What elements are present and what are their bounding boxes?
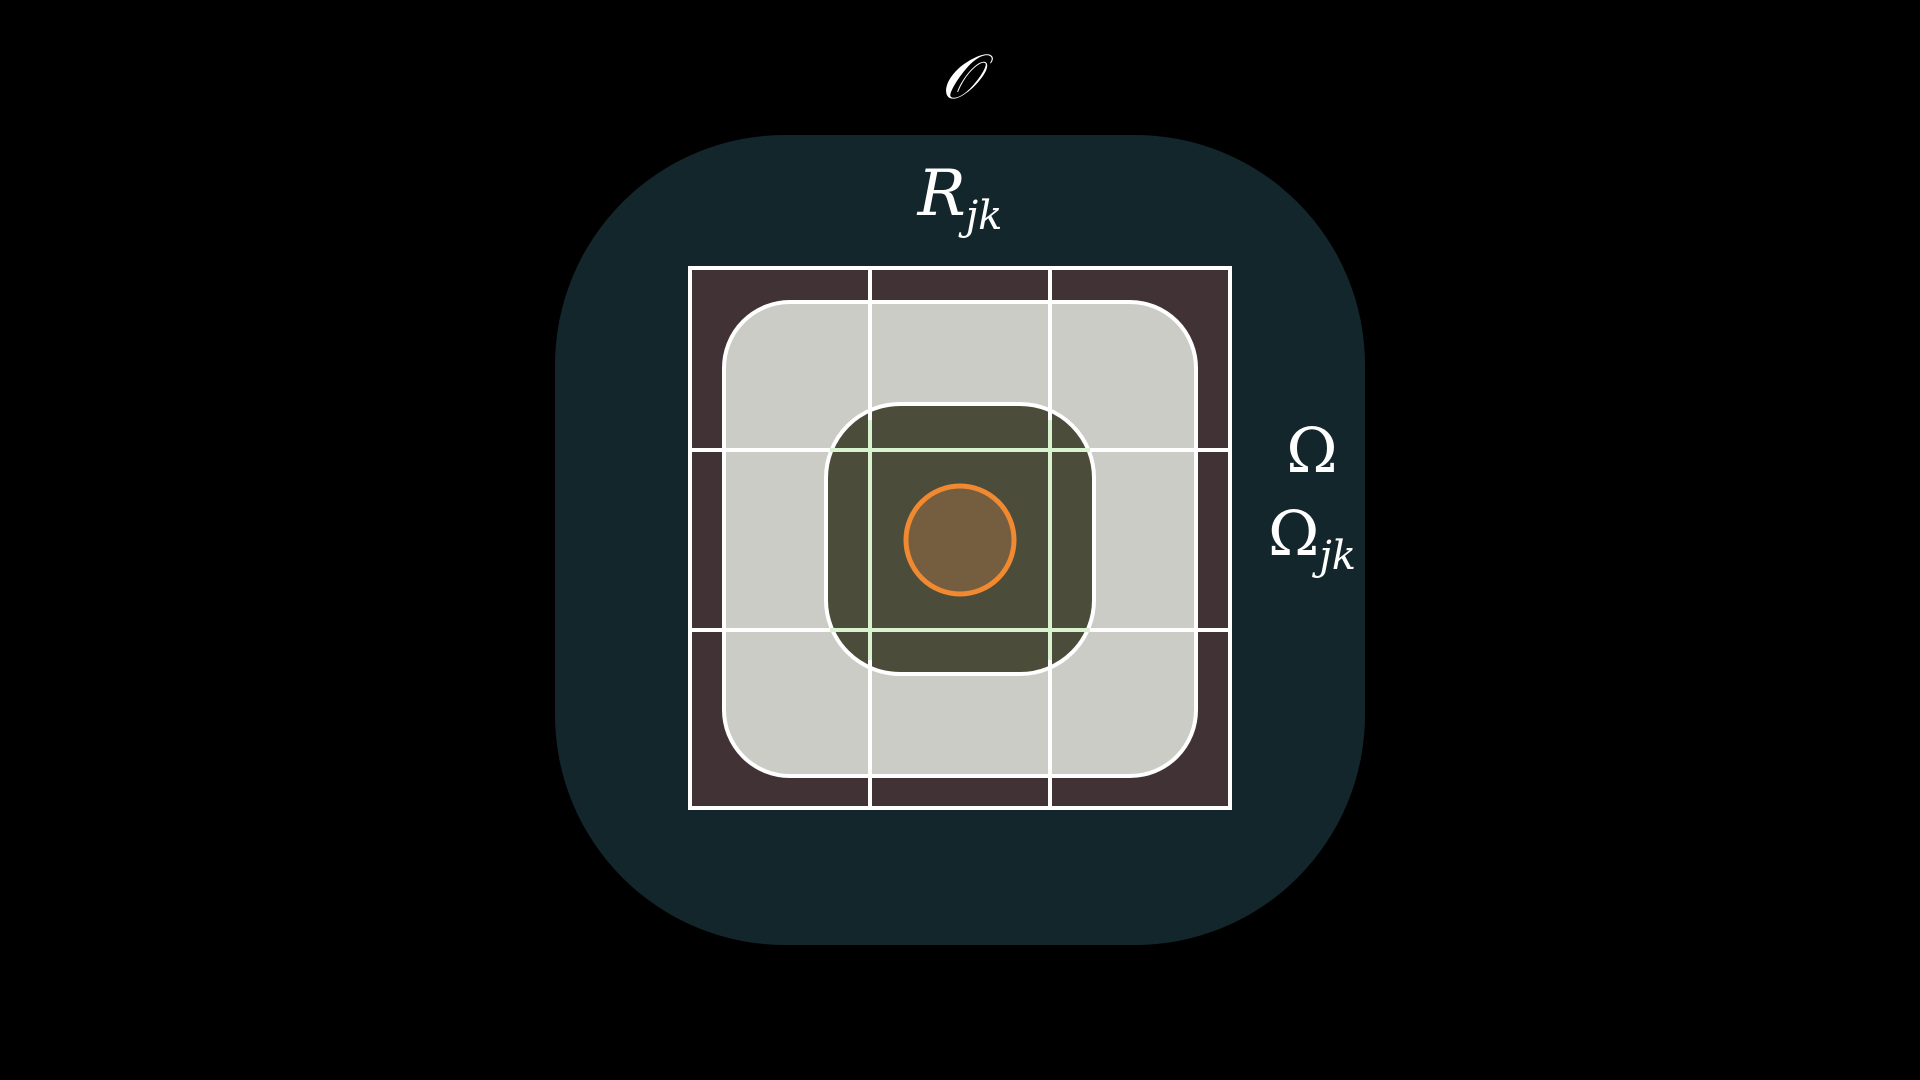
subdomain-label-main: Ω — [1268, 497, 1319, 570]
outer-set-label: 𝒪 — [940, 40, 993, 113]
center-point — [903, 483, 1017, 597]
domain-label: Ω — [1286, 414, 1337, 487]
region-label: Rjk — [917, 157, 1003, 239]
subdomain-grid-highlight — [830, 420, 1090, 660]
subdomain-label: Ωjk — [1268, 497, 1356, 579]
grid-border — [688, 266, 1232, 810]
region-label-main: R — [917, 157, 966, 231]
region-label-subscript: jk — [958, 193, 1003, 239]
subdomain-label-subscript: jk — [1311, 533, 1356, 579]
